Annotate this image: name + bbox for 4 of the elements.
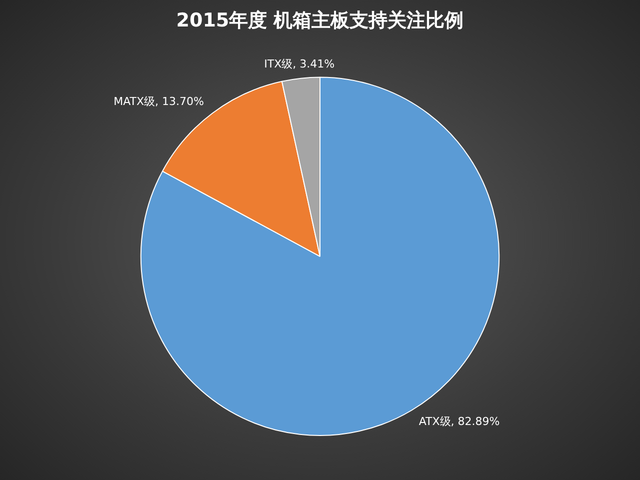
slice-label: ITX级, 3.41%: [264, 57, 335, 70]
slice-label: MATX级, 13.70%: [114, 94, 204, 108]
chart-title: 2015年度 机箱主板支持关注比例: [176, 9, 464, 32]
slice-label: ATX级, 82.89%: [418, 415, 500, 428]
